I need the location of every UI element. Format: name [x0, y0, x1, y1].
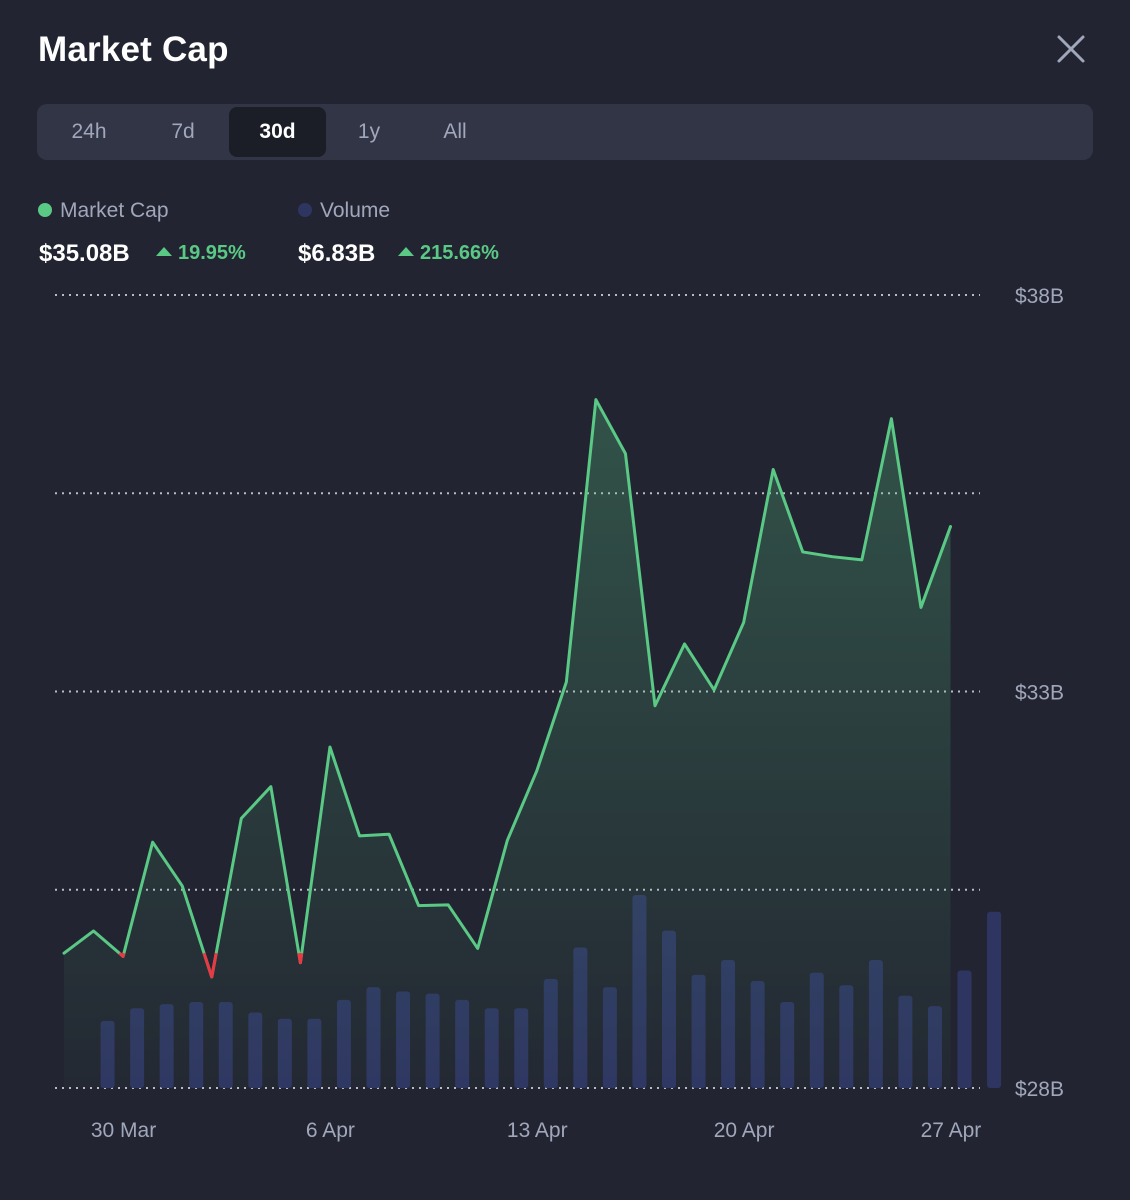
legend-market-cap-label: Market Cap: [60, 199, 169, 222]
volume-dot-icon: [298, 203, 312, 217]
legend-market-cap: Market Cap: [38, 199, 169, 223]
y-tick-label: $38B: [1015, 285, 1064, 308]
market-cap-dip-segment: [118, 952, 126, 958]
tab-1y[interactable]: 1y: [357, 120, 381, 143]
tab-30d[interactable]: 30d: [229, 107, 326, 157]
x-tick-label: 27 Apr: [921, 1119, 982, 1142]
y-tick-label: $28B: [1015, 1078, 1064, 1101]
page-title: Market Cap: [38, 30, 229, 69]
tab-all[interactable]: All: [443, 120, 467, 143]
volume-value: $6.83B: [298, 240, 376, 267]
volume-change: 215.66%: [398, 242, 499, 265]
volume-change-text: 215.66%: [420, 242, 499, 264]
legend-volume-label: Volume: [320, 199, 391, 222]
triangle-up-icon: [156, 247, 172, 256]
triangle-up-icon: [398, 247, 414, 256]
volume-bar: [987, 911, 1002, 1088]
legend-volume: Volume: [298, 199, 390, 223]
market-cap-value: $35.08B: [39, 240, 130, 267]
market-cap-change: 19.95%: [156, 242, 246, 265]
x-tick-label: 30 Mar: [91, 1119, 156, 1142]
volume-bar: [957, 970, 972, 1088]
tab-24h[interactable]: 24h: [71, 120, 107, 143]
market-cap-dip-segment: [297, 952, 304, 965]
time-range-tabs: 24h 7d 30d 1y All: [37, 104, 1093, 160]
close-icon[interactable]: [1052, 30, 1090, 68]
y-tick-label: $33B: [1015, 682, 1064, 705]
market-cap-area: [64, 399, 951, 1088]
market-cap-change-text: 19.95%: [178, 242, 246, 264]
x-tick-label: 13 Apr: [507, 1119, 568, 1142]
market-cap-dip-segment: [202, 952, 218, 979]
tab-7d[interactable]: 7d: [171, 120, 195, 143]
x-tick-label: 6 Apr: [306, 1119, 355, 1142]
x-tick-label: 20 Apr: [714, 1119, 775, 1142]
market-cap-dot-icon: [38, 203, 52, 217]
